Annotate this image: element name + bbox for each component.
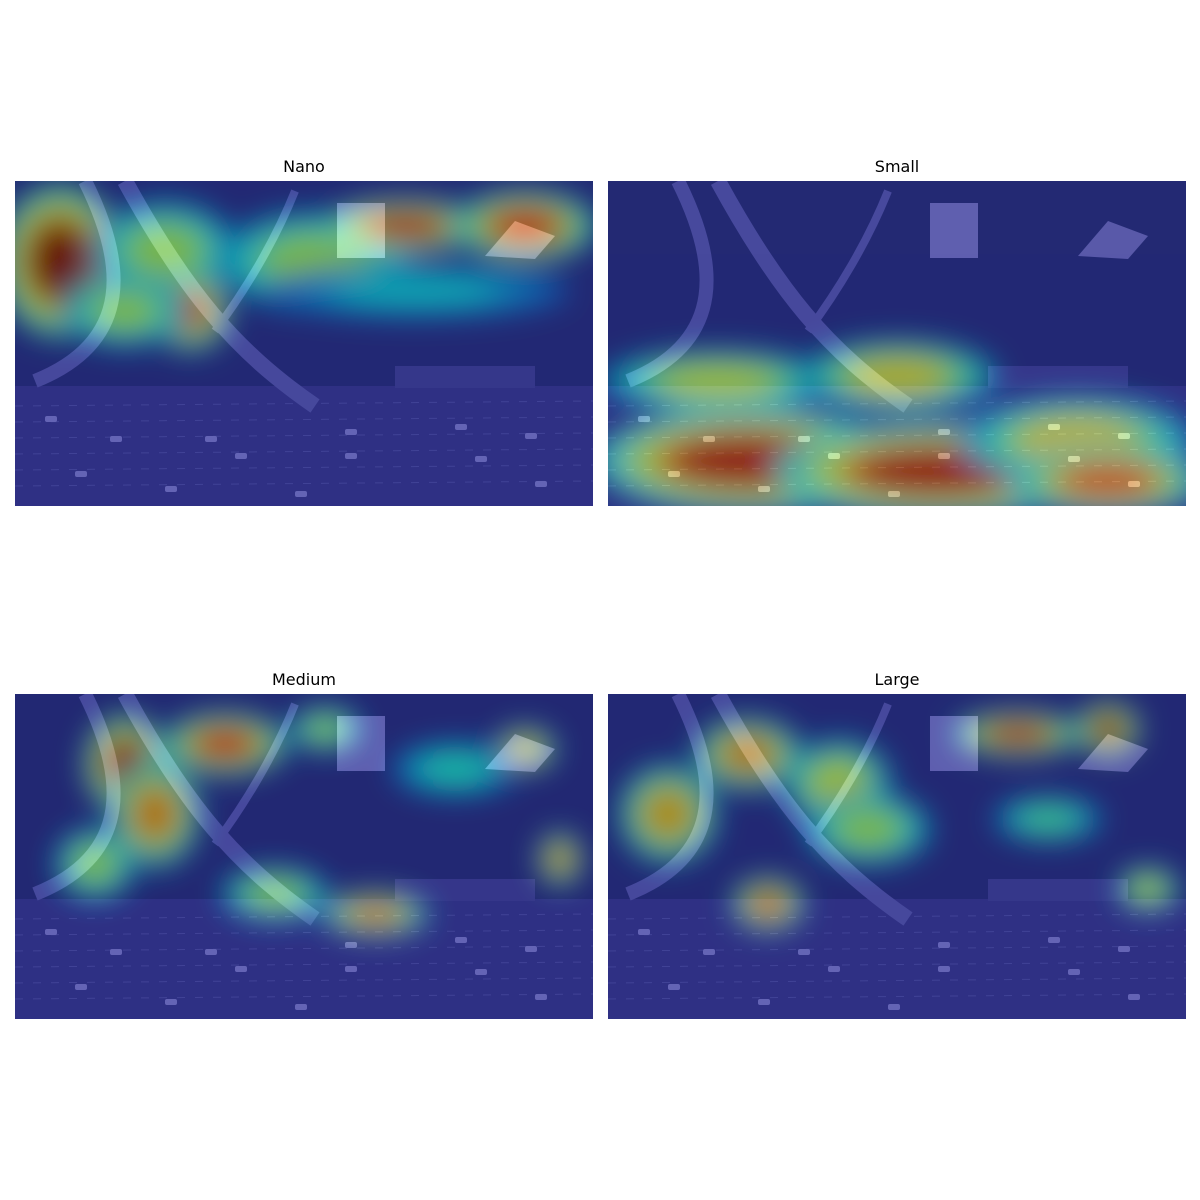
heatmap-overlay-image <box>608 694 1186 1019</box>
panel-large: Large <box>608 670 1186 1019</box>
panel-title: Nano <box>283 157 325 176</box>
attention-overlay <box>15 181 593 506</box>
attention-hotspot <box>804 792 932 866</box>
panel-small: Small <box>608 157 1186 506</box>
attention-hotspot <box>320 891 430 937</box>
attention-hotspot <box>1076 701 1140 757</box>
attention-hotspot <box>731 876 805 932</box>
attention-hotspot <box>618 764 718 864</box>
attention-hotspot <box>391 741 519 797</box>
attention-overlay <box>15 694 593 1019</box>
heatmap-overlay-image <box>15 694 593 1019</box>
attention-hotspot <box>109 759 201 869</box>
attention-hotspot <box>452 189 593 263</box>
attention-hotspot <box>1008 444 1186 506</box>
attention-hotspot <box>798 339 998 413</box>
attention-hotspot <box>261 263 569 319</box>
attention-overlay <box>608 181 1186 506</box>
panel-title: Large <box>874 670 920 689</box>
attention-hotspot <box>954 711 1082 757</box>
attention-hotspot <box>1116 866 1180 912</box>
attention-hotspot <box>693 717 803 791</box>
attention-hotspot <box>608 349 836 413</box>
attention-hotspot <box>220 866 330 922</box>
panel-medium: Medium <box>15 670 593 1019</box>
attention-hotspot <box>288 706 362 752</box>
attention-hotspot <box>993 796 1103 842</box>
attention-hotspot <box>54 827 136 901</box>
panel-nano: Nano <box>15 157 593 506</box>
heatmap-overlay-image <box>608 181 1186 506</box>
attention-hotspot <box>323 198 487 254</box>
attention-hotspot <box>61 274 189 348</box>
attention-hotspot <box>537 831 583 887</box>
panel-title: Medium <box>272 670 336 689</box>
attention-hotspot <box>161 712 289 776</box>
panel-title: Small <box>874 157 920 176</box>
attention-hotspot <box>783 738 893 830</box>
heatmap-overlay-image <box>15 181 593 506</box>
attention-overlay <box>608 694 1186 1019</box>
